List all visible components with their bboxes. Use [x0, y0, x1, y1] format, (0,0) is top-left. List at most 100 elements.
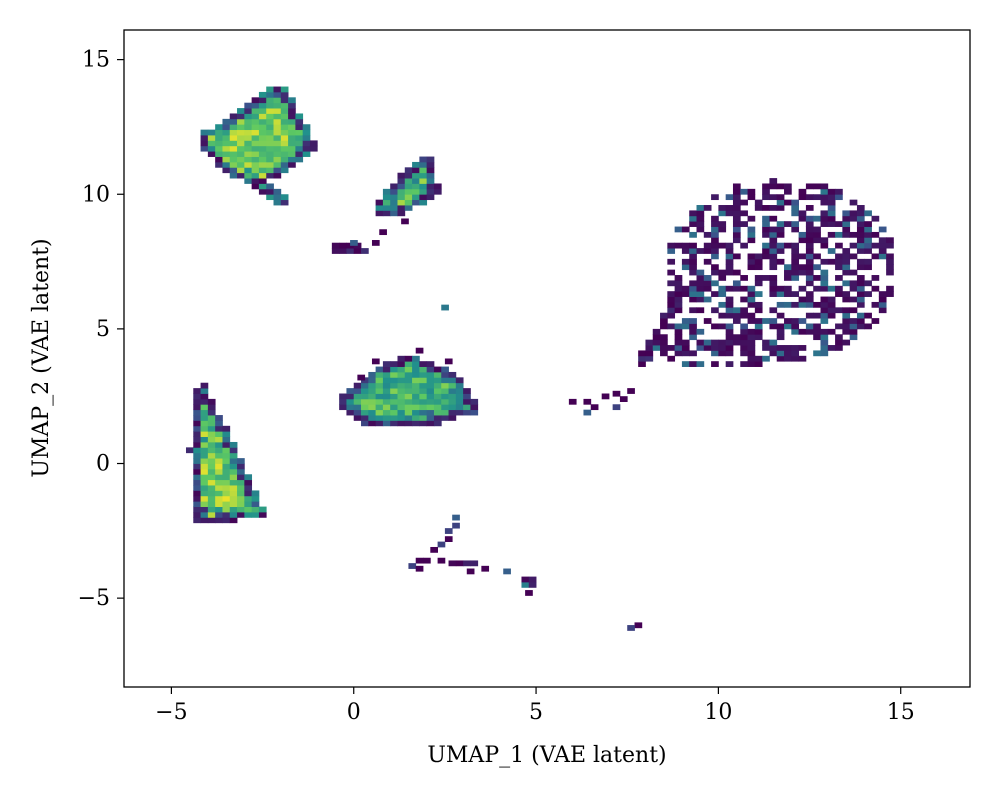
- heatmap-bin: [339, 248, 347, 254]
- heatmap-bin: [805, 215, 814, 222]
- heatmap-bin: [827, 312, 836, 319]
- heatmap-bin: [426, 371, 435, 378]
- heatmap-bin: [382, 377, 391, 384]
- heatmap-bin: [696, 275, 705, 281]
- heatmap-bin: [237, 113, 245, 120]
- heatmap-bin: [426, 167, 435, 174]
- heatmap-bin: [849, 307, 858, 314]
- heatmap-bin: [747, 253, 756, 260]
- heatmap-bin: [207, 447, 216, 454]
- heatmap-bin: [229, 458, 238, 464]
- axis-ticks: −5 0 5 10 15 −5 0 5 10 15: [78, 48, 915, 725]
- heatmap-bin: [820, 285, 829, 292]
- heatmap-bin: [762, 188, 770, 195]
- heatmap-bin: [849, 285, 858, 292]
- heatmap-bin: [681, 318, 690, 324]
- heatmap-bin: [820, 350, 829, 357]
- heatmap-bin: [280, 161, 289, 168]
- heatmap-bin: [820, 242, 829, 249]
- heatmap-bin: [813, 312, 821, 319]
- heatmap-bin: [878, 226, 887, 233]
- heatmap-bin: [813, 328, 821, 335]
- heatmap-bin: [689, 323, 697, 330]
- heatmap-bin: [798, 296, 807, 303]
- heatmap-bin: [835, 291, 843, 297]
- heatmap-bin: [842, 248, 851, 254]
- heatmap-bin: [871, 215, 880, 222]
- heatmap-bin: [288, 113, 296, 120]
- heatmap-bin: [375, 382, 384, 389]
- heatmap-bin: [820, 312, 829, 319]
- heatmap-bin: [645, 345, 654, 351]
- heatmap-bin: [813, 275, 821, 281]
- heatmap-bin: [762, 231, 770, 238]
- heatmap-bin: [237, 468, 245, 475]
- heatmap-bin: [258, 188, 267, 195]
- heatmap-bin: [426, 382, 435, 389]
- heatmap-bin: [426, 415, 435, 421]
- heatmap-bin: [244, 140, 253, 147]
- heatmap-bin: [266, 140, 274, 147]
- heatmap-bin: [740, 323, 748, 330]
- heatmap-bin: [842, 215, 851, 222]
- heatmap-bin: [237, 151, 245, 157]
- heatmap-bin: [470, 409, 479, 416]
- heatmap-bin: [375, 366, 384, 373]
- heatmap-bin: [200, 458, 209, 464]
- heatmap-bin: [215, 140, 223, 147]
- heatmap-bin: [412, 178, 420, 184]
- heatmap-bin: [288, 102, 296, 109]
- heatmap-bin: [827, 285, 836, 292]
- heatmap-bin: [244, 479, 253, 486]
- heatmap-bin: [798, 231, 807, 238]
- heatmap-bin: [258, 167, 267, 174]
- heatmap-bin: [200, 382, 209, 389]
- heatmap-bin: [244, 151, 253, 157]
- heatmap-bin: [433, 393, 442, 400]
- heatmap-bin: [725, 194, 734, 201]
- heatmap-bin: [433, 409, 442, 416]
- heatmap-bin: [820, 194, 829, 201]
- heatmap-bin: [295, 151, 304, 157]
- heatmap-bin: [762, 275, 770, 281]
- heatmap-bin: [251, 145, 260, 152]
- heatmap-bin: [368, 377, 377, 384]
- heatmap-bin: [827, 210, 836, 217]
- heatmap-bin: [762, 318, 770, 324]
- heatmap-bin: [769, 258, 778, 265]
- heatmap-bin: [849, 253, 858, 260]
- heatmap-bin: [762, 226, 770, 233]
- y-tick-label: 0: [96, 452, 110, 477]
- heatmap-bin: [426, 366, 435, 373]
- heatmap-bin: [667, 258, 676, 265]
- heatmap-bin: [521, 576, 530, 583]
- heatmap-bin: [258, 156, 267, 163]
- heatmap-bin: [390, 210, 398, 217]
- heatmap-bin: [754, 258, 763, 265]
- heatmap-bin: [237, 474, 245, 481]
- heatmap-bin: [222, 468, 231, 475]
- heatmap-bin: [390, 183, 398, 190]
- heatmap-bin: [397, 388, 406, 394]
- y-axis-label: UMAP_2 (VAE latent): [29, 238, 54, 477]
- heatmap-bin: [309, 145, 318, 152]
- heatmap-bin: [433, 415, 442, 421]
- heatmap-bin: [361, 382, 369, 389]
- heatmap-bin: [798, 285, 807, 292]
- heatmap-bin: [415, 347, 424, 354]
- heatmap-bin: [740, 361, 748, 367]
- heatmap-bin: [258, 172, 267, 179]
- heatmap-bin: [215, 463, 223, 470]
- heatmap-bin: [404, 199, 413, 206]
- heatmap-bin: [747, 361, 756, 367]
- heatmap-bin: [207, 436, 216, 443]
- heatmap-bin: [419, 415, 428, 421]
- heatmap-bin: [193, 431, 201, 437]
- heatmap-bin: [842, 323, 851, 330]
- heatmap-bin: [419, 188, 428, 195]
- heatmap-bin: [791, 226, 800, 233]
- heatmap-bin: [412, 361, 420, 367]
- heatmap-bin: [842, 291, 851, 297]
- heatmap-bin: [871, 285, 880, 292]
- heatmap-bin: [849, 328, 858, 335]
